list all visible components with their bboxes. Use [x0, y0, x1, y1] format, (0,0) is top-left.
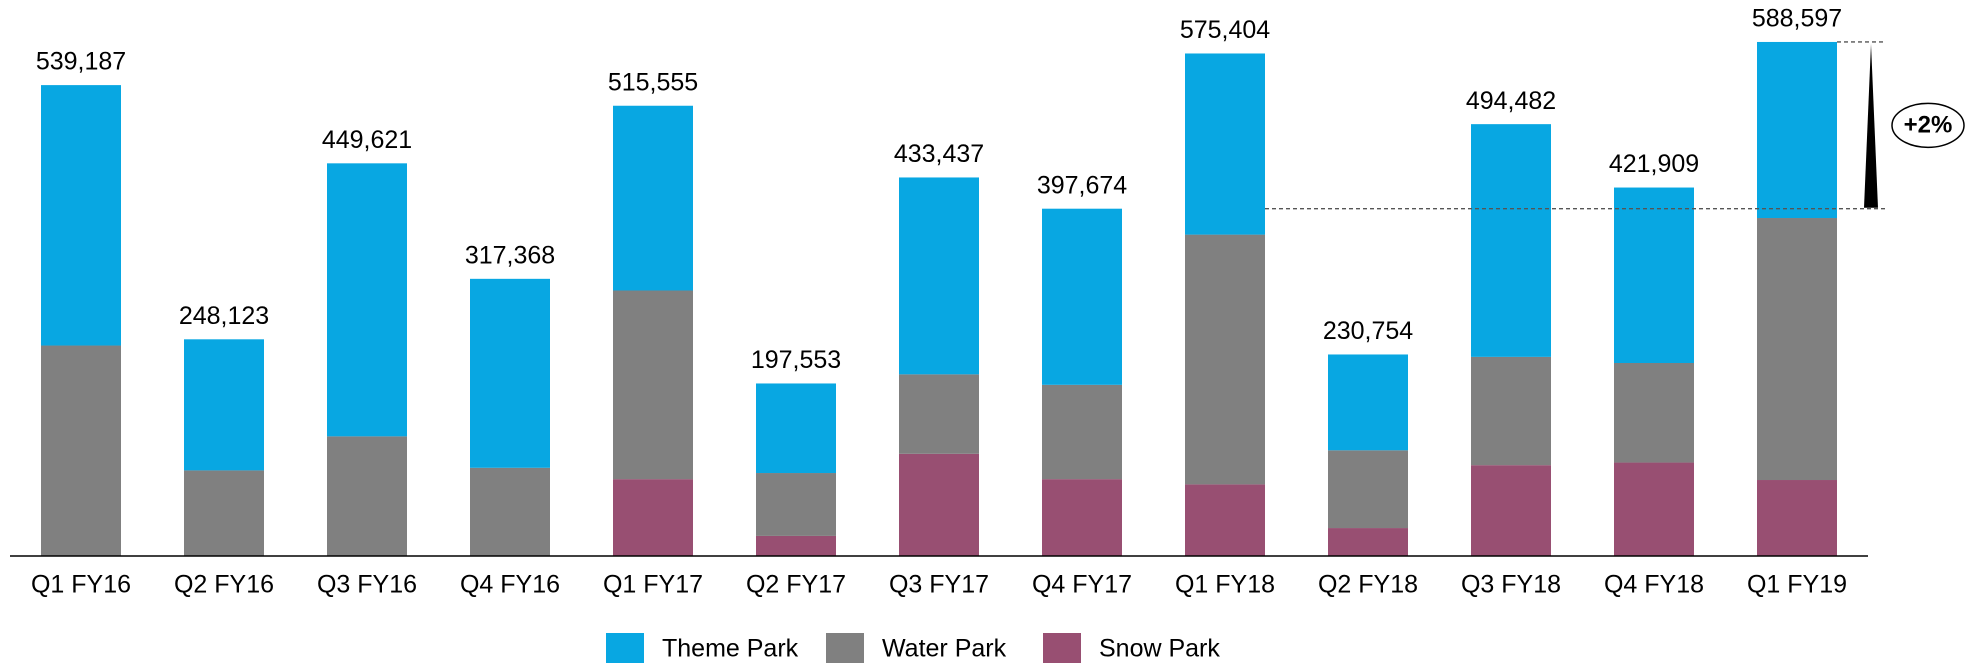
bar-segment: [1185, 484, 1265, 556]
bar-segment: [1328, 528, 1408, 556]
legend-label: Snow Park: [1099, 635, 1220, 663]
bar-segment: [1471, 356, 1551, 466]
x-tick-label: Q3 FY16: [317, 571, 417, 599]
bar-segment: [184, 339, 264, 471]
bar-segment: [470, 467, 550, 556]
total-label: 197,553: [751, 346, 841, 374]
total-label: 575,404: [1180, 16, 1270, 44]
x-tick-label: Q4 FY17: [1032, 571, 1132, 599]
bar-segment: [1328, 450, 1408, 529]
total-label: 539,187: [36, 48, 126, 76]
bar-segment: [613, 290, 693, 480]
bar-segment: [1614, 187, 1694, 363]
bar-segment: [1471, 124, 1551, 357]
bar-segment: [327, 163, 407, 437]
x-tick-label: Q2 FY18: [1318, 571, 1418, 599]
legend-swatch: [1043, 633, 1081, 663]
total-label: 433,437: [894, 140, 984, 168]
bar-segment: [1042, 479, 1122, 556]
legend-label: Water Park: [882, 635, 1007, 663]
bar-segment: [1042, 384, 1122, 480]
legend-swatch: [826, 633, 864, 663]
x-tick-label: Q1 FY19: [1747, 571, 1847, 599]
x-tick-label: Q1 FY16: [31, 571, 131, 599]
x-tick-label: Q1 FY18: [1175, 571, 1275, 599]
bar-segment: [1757, 218, 1837, 481]
bar-segment: [756, 473, 836, 536]
bar-segment: [756, 383, 836, 474]
bar-segment: [327, 436, 407, 556]
total-label: 397,674: [1037, 171, 1127, 199]
bar-segment: [613, 105, 693, 291]
bar-segment: [1185, 234, 1265, 485]
bar-segment: [1614, 362, 1694, 463]
bar-segment: [1757, 41, 1837, 219]
bar-segment: [1185, 53, 1265, 235]
x-tick-label: Q3 FY18: [1461, 571, 1561, 599]
x-tick-label: Q4 FY18: [1604, 571, 1704, 599]
x-tick-label: Q2 FY16: [174, 571, 274, 599]
x-tick-label: Q2 FY17: [746, 571, 846, 599]
x-tick-label: Q4 FY16: [460, 571, 560, 599]
bar-segment: [470, 278, 550, 468]
total-label: 230,754: [1323, 317, 1413, 345]
bar-segment: [1614, 462, 1694, 556]
x-tick-label: Q3 FY17: [889, 571, 989, 599]
bar-segment: [899, 374, 979, 454]
bar-segment: [756, 535, 836, 556]
total-label: 317,368: [465, 241, 555, 269]
legend-label: Theme Park: [662, 635, 799, 663]
bar-segment: [1328, 354, 1408, 451]
annotation: +2%: [1904, 112, 1953, 139]
bar-segment: [613, 479, 693, 556]
total-label: 248,123: [179, 302, 269, 330]
x-tick-label: Q1 FY17: [603, 571, 703, 599]
bar-segment: [41, 345, 121, 556]
legend-swatch: [606, 633, 644, 663]
total-label: 494,482: [1466, 87, 1556, 115]
total-label: 515,555: [608, 68, 698, 96]
bar-segment: [899, 453, 979, 556]
bar-segment: [899, 177, 979, 375]
bar-segment: [1042, 208, 1122, 385]
annotation-circle: [1891, 102, 1965, 149]
total-label: 449,621: [322, 126, 412, 154]
total-label: 421,909: [1609, 150, 1699, 178]
bar-segment: [1757, 480, 1837, 556]
bar-segment: [184, 470, 264, 556]
bar-segment: [41, 85, 121, 346]
total-label: 588,597: [1752, 5, 1842, 33]
arrow: [1864, 43, 1878, 208]
bar-segment: [1471, 465, 1551, 556]
